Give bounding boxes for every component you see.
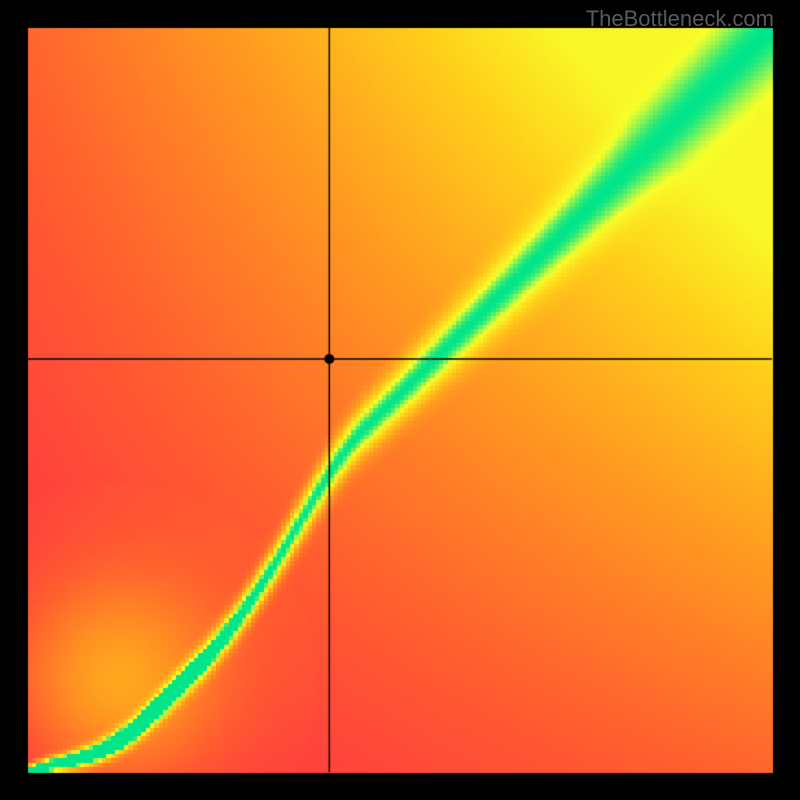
chart-container: TheBottleneck.com (0, 0, 800, 800)
watermark-text: TheBottleneck.com (586, 6, 774, 32)
bottleneck-heatmap-canvas (0, 0, 800, 800)
